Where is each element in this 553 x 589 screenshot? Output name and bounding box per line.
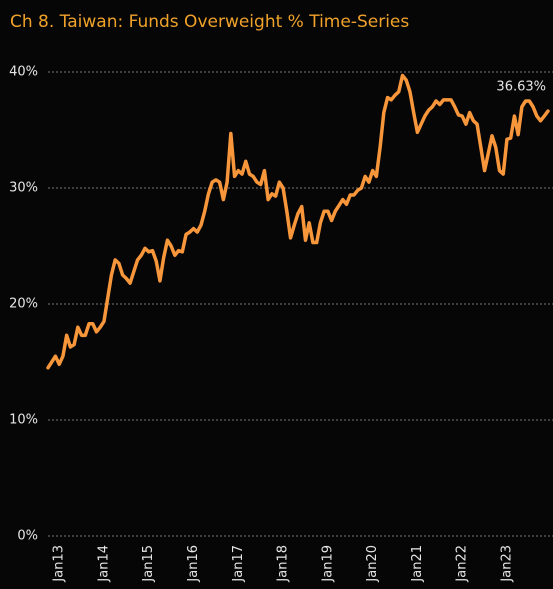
- data-line: [46, 73, 550, 370]
- x-tick-label: Jan15: [141, 545, 156, 583]
- y-tick-label: 20%: [9, 297, 38, 312]
- x-tick-label: Jan20: [365, 545, 380, 583]
- x-tick-label: Jan19: [320, 545, 335, 583]
- y-tick-label: 0%: [17, 529, 38, 544]
- x-tick-label: Jan13: [52, 545, 67, 583]
- x-tick-label: Jan16: [186, 545, 201, 583]
- chart-title: Ch 8. Taiwan: Funds Overweight % Time-Se…: [10, 12, 409, 32]
- y-tick-label: 30%: [9, 181, 38, 196]
- value-label: 36.63%: [496, 80, 546, 95]
- y-tick-label: 40%: [9, 65, 38, 80]
- y-tick-label: 10%: [9, 413, 38, 428]
- x-tick-label: Jan22: [455, 545, 470, 583]
- x-tick-label: Jan14: [96, 545, 111, 583]
- x-tick-label: Jan17: [231, 545, 246, 583]
- x-tick-label: Jan23: [499, 545, 514, 583]
- x-tick-label: Jan18: [276, 545, 291, 583]
- x-tick-label: Jan21: [410, 545, 425, 583]
